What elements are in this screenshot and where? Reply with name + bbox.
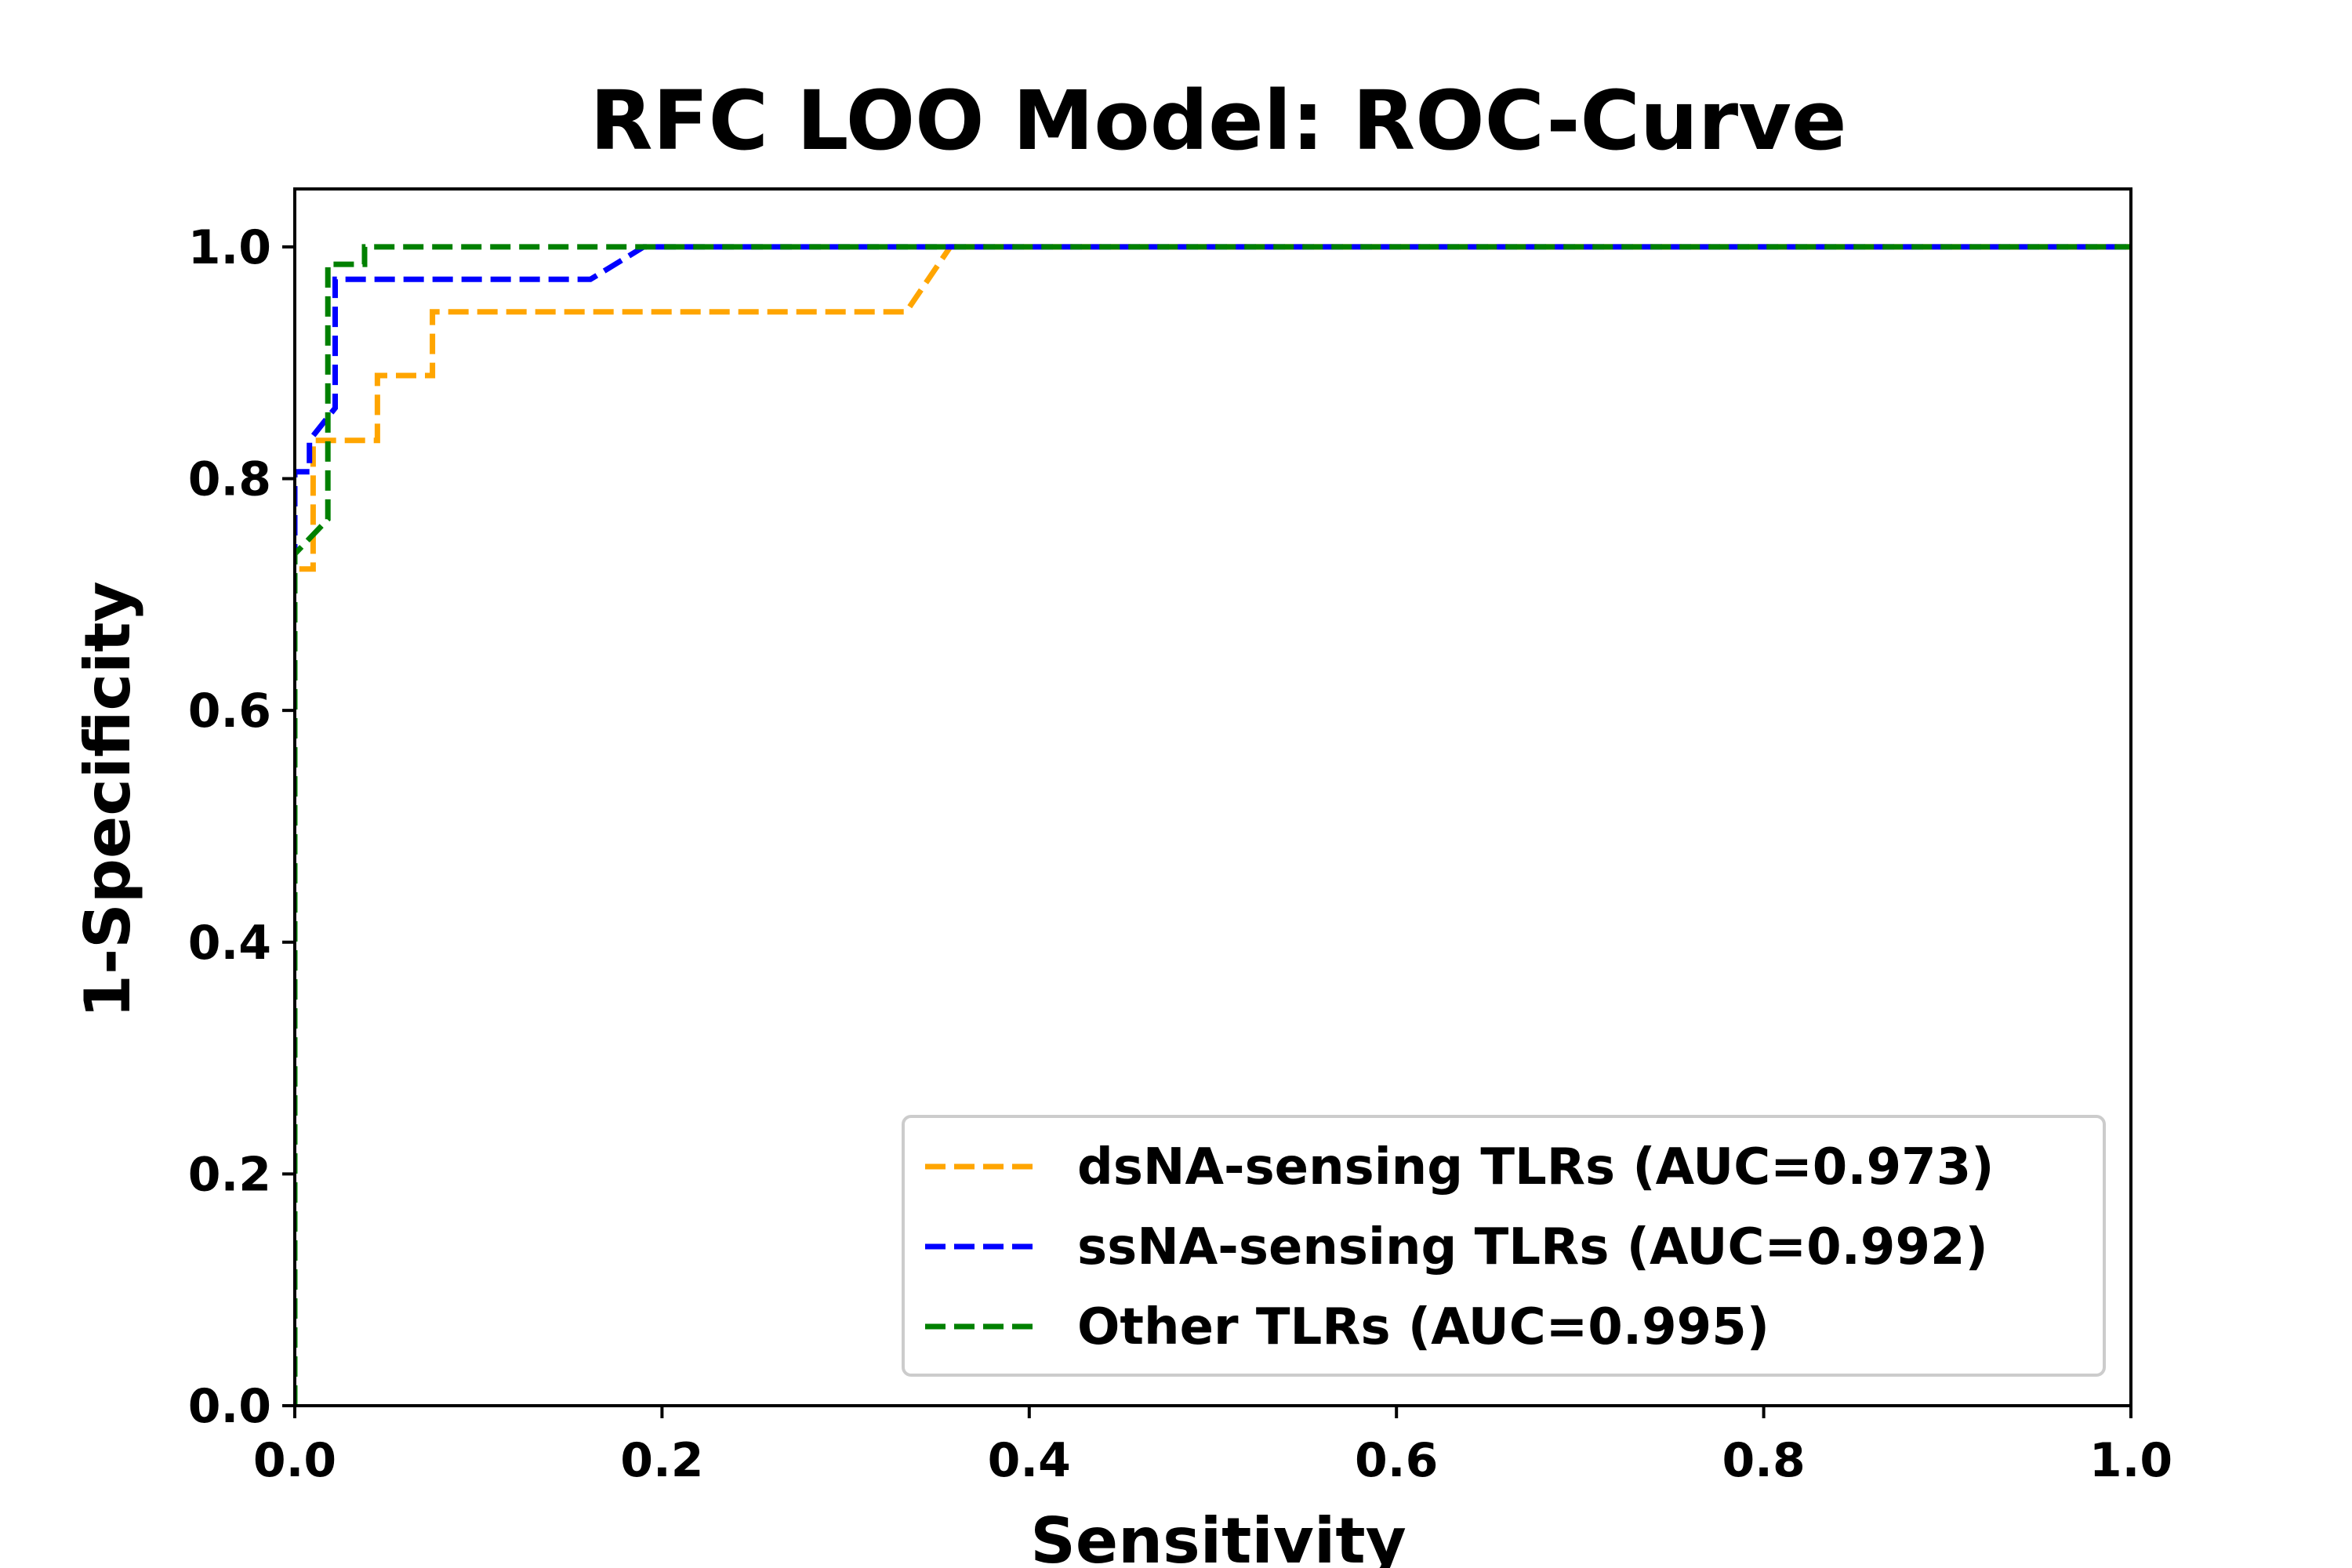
y-tick-label: 1.0 <box>188 220 271 275</box>
y-tick-label: 0.4 <box>188 916 271 971</box>
x-axis: 0.0 0.2 0.4 0.6 0.8 1.0 <box>253 1406 2172 1488</box>
x-tick-label: 0.8 <box>1722 1433 1805 1488</box>
legend-label-1: dsNA-sensing TLRs (AUC=0.973) <box>1077 1138 1994 1196</box>
plot-frame <box>293 187 2132 1407</box>
x-tick-label: 0.0 <box>253 1433 336 1488</box>
series-layer <box>295 244 2131 1406</box>
legend-box <box>902 1115 2106 1377</box>
series-line-3 <box>295 244 2131 1406</box>
x-tick-label: 0.6 <box>1355 1433 1438 1488</box>
y-axis-label: 1-Specificity <box>71 581 144 1018</box>
y-tick-label: 0.8 <box>188 452 271 507</box>
legend: dsNA-sensing TLRs (AUC=0.973) ssNA-sensin… <box>902 1115 2106 1377</box>
legend-label-3: Other TLRs (AUC=0.995) <box>1077 1298 1769 1356</box>
chart-title: RFC LOO Model: ROC-Curve <box>590 73 1847 169</box>
y-tick-label: 0.2 <box>188 1147 271 1202</box>
y-axis: 0.0 0.2 0.4 0.6 0.8 1.0 <box>188 220 295 1434</box>
x-tick-label: 0.2 <box>620 1433 703 1488</box>
series-line-2 <box>295 244 2131 1406</box>
y-tick-label: 0.6 <box>188 684 271 739</box>
x-axis-label: Sensitivity <box>1030 1504 1406 1568</box>
series-line-1 <box>295 244 2131 1406</box>
x-tick-label: 0.4 <box>988 1433 1071 1488</box>
legend-label-2: ssNA-sensing TLRs (AUC=0.992) <box>1077 1218 1988 1276</box>
y-tick-label: 0.0 <box>188 1379 271 1434</box>
legend-items: dsNA-sensing TLRs (AUC=0.973) ssNA-sensin… <box>925 1138 1994 1356</box>
x-tick-label: 1.0 <box>2089 1433 2172 1488</box>
